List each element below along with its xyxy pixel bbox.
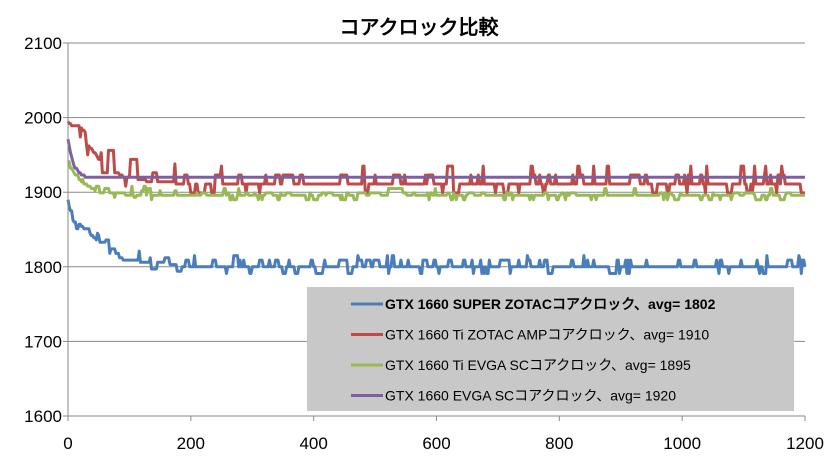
y-tick-label: 1800 (24, 258, 62, 277)
y-tick-label: 2100 (24, 34, 62, 53)
series-lines (66, 120, 807, 275)
x-tick-label: 1000 (663, 434, 701, 453)
x-tick-label: 1200 (786, 434, 824, 453)
series-line (66, 138, 806, 179)
x-tick-label: 200 (177, 434, 205, 453)
x-tick-label: 600 (422, 434, 450, 453)
legend: GTX 1660 SUPER ZOTACコアクロック、avg= 1802 GTX … (307, 287, 794, 411)
y-tick-label: 1700 (24, 332, 62, 351)
y-axis-ticks: 1600 1700 1800 1900 2000 2100 (24, 34, 68, 426)
chart-title: コアクロック比較 (340, 15, 500, 39)
legend-label: GTX 1660 Ti EVGA SCコアクロック、avg= 1895 (385, 357, 691, 373)
x-tick-label: 800 (545, 434, 573, 453)
axes (67, 43, 805, 417)
y-tick-label: 1900 (24, 183, 62, 202)
legend-label: GTX 1660 Ti ZOTAC AMPコアクロック、avg= 1910 (385, 327, 709, 343)
series-line (66, 120, 806, 195)
x-axis-ticks: 0 200 400 600 800 1000 1200 (63, 416, 824, 453)
legend-box (307, 287, 794, 411)
series-line (66, 199, 807, 275)
y-tick-label: 2000 (24, 109, 62, 128)
x-tick-label: 0 (63, 434, 72, 453)
series-line (67, 160, 806, 202)
legend-label: GTX 1660 EVGA SCコアクロック、avg= 1920 (385, 388, 676, 404)
y-tick-label: 1600 (24, 407, 62, 426)
x-tick-label: 400 (299, 434, 327, 453)
legend-label: GTX 1660 SUPER ZOTACコアクロック、avg= 1802 (385, 296, 716, 312)
